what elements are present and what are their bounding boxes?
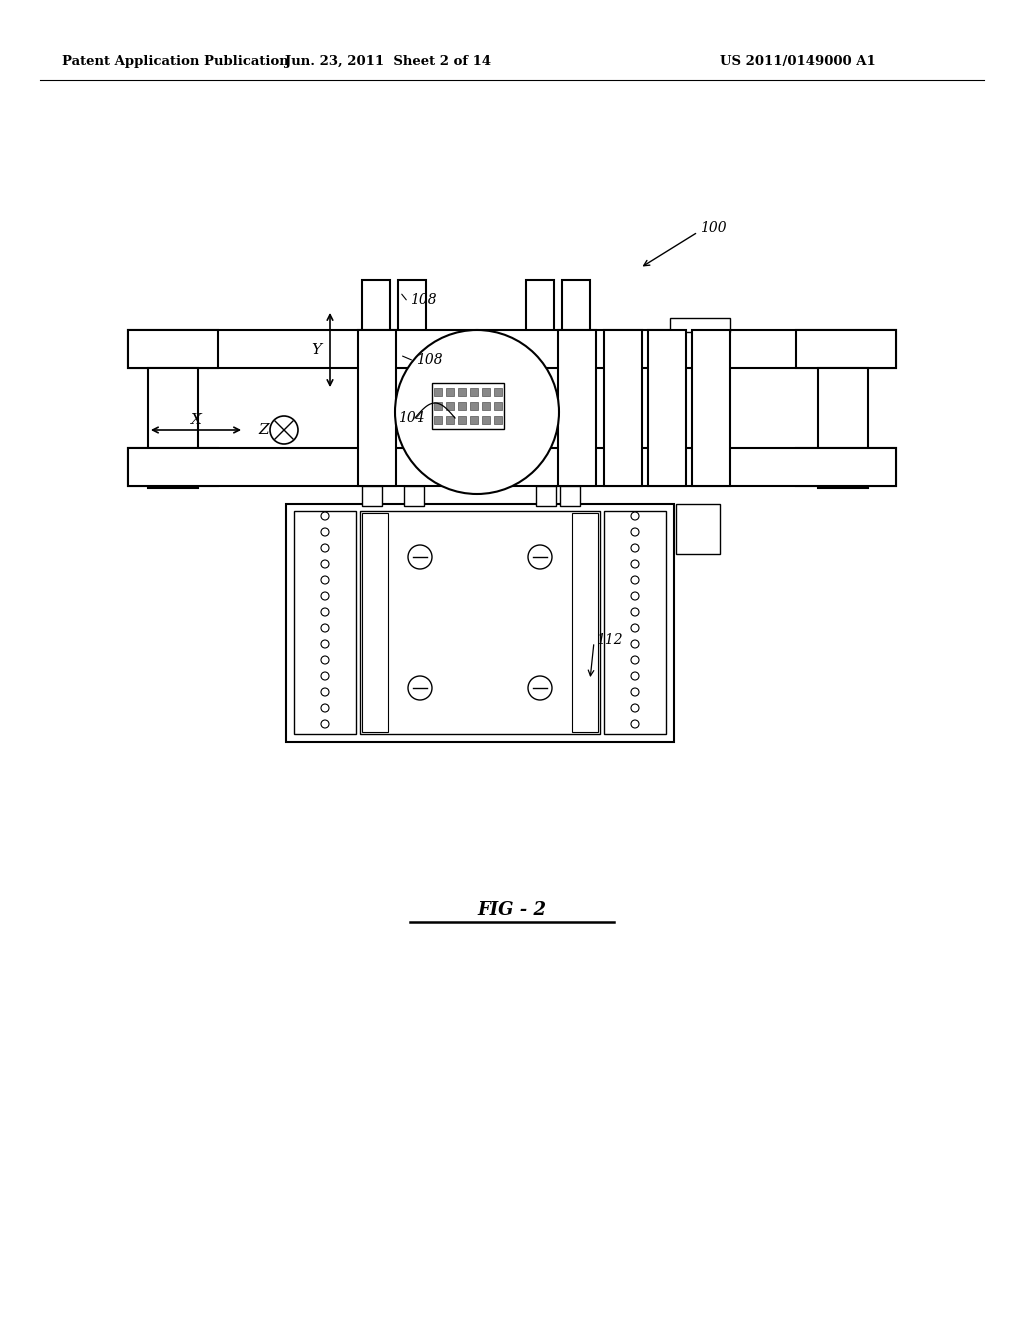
Bar <box>360 511 600 734</box>
Text: Y: Y <box>311 343 322 356</box>
Circle shape <box>631 688 639 696</box>
Bar <box>432 383 504 429</box>
Text: 104: 104 <box>398 411 425 425</box>
Bar <box>358 330 396 486</box>
Bar <box>128 330 218 368</box>
Bar <box>404 486 424 506</box>
Bar <box>434 416 442 424</box>
Bar <box>560 486 580 506</box>
Text: 112: 112 <box>596 634 623 647</box>
Bar <box>482 388 490 396</box>
Circle shape <box>321 688 329 696</box>
Text: Z: Z <box>259 422 269 437</box>
Text: 108: 108 <box>416 352 442 367</box>
Bar <box>562 280 590 335</box>
Circle shape <box>321 609 329 616</box>
Bar <box>670 318 730 333</box>
Circle shape <box>321 576 329 583</box>
Circle shape <box>631 624 639 632</box>
Bar <box>482 403 490 411</box>
Bar <box>294 511 356 734</box>
Bar <box>536 486 556 506</box>
Circle shape <box>631 544 639 552</box>
Bar <box>362 280 390 335</box>
Bar <box>128 330 896 368</box>
Circle shape <box>321 672 329 680</box>
Circle shape <box>321 624 329 632</box>
Bar <box>446 403 454 411</box>
Circle shape <box>631 672 639 680</box>
Bar <box>558 330 596 486</box>
Bar <box>648 330 686 486</box>
Bar <box>128 447 896 486</box>
Text: US 2011/0149000 A1: US 2011/0149000 A1 <box>720 55 876 69</box>
Bar <box>470 388 478 396</box>
Bar <box>526 280 554 335</box>
Text: Jun. 23, 2011  Sheet 2 of 14: Jun. 23, 2011 Sheet 2 of 14 <box>285 55 492 69</box>
Circle shape <box>321 656 329 664</box>
Circle shape <box>631 719 639 729</box>
Bar <box>494 403 502 411</box>
Circle shape <box>321 560 329 568</box>
Bar <box>494 416 502 424</box>
Circle shape <box>321 544 329 552</box>
Circle shape <box>631 656 639 664</box>
Circle shape <box>528 545 552 569</box>
Bar <box>148 368 198 488</box>
Circle shape <box>321 512 329 520</box>
Bar <box>796 330 896 368</box>
Circle shape <box>321 704 329 711</box>
Circle shape <box>321 591 329 601</box>
Circle shape <box>631 576 639 583</box>
Circle shape <box>631 560 639 568</box>
Text: 108: 108 <box>410 293 436 308</box>
Bar <box>494 388 502 396</box>
Bar <box>458 403 466 411</box>
Circle shape <box>408 545 432 569</box>
Bar <box>604 330 642 486</box>
Text: 100: 100 <box>700 220 727 235</box>
Text: Patent Application Publication: Patent Application Publication <box>62 55 289 69</box>
Bar <box>286 504 674 742</box>
Circle shape <box>395 330 559 494</box>
Circle shape <box>321 528 329 536</box>
Bar <box>572 513 598 733</box>
Circle shape <box>631 591 639 601</box>
Circle shape <box>321 719 329 729</box>
Text: X: X <box>190 413 202 426</box>
Circle shape <box>408 676 432 700</box>
Circle shape <box>270 416 298 444</box>
Bar <box>676 504 720 554</box>
Bar <box>604 511 666 734</box>
Bar <box>362 486 382 506</box>
Circle shape <box>631 640 639 648</box>
Bar <box>458 416 466 424</box>
Bar <box>446 388 454 396</box>
Circle shape <box>631 609 639 616</box>
Circle shape <box>321 640 329 648</box>
Bar <box>470 403 478 411</box>
Bar <box>362 513 388 733</box>
Bar <box>398 280 426 335</box>
Bar <box>434 388 442 396</box>
Text: FIG - 2: FIG - 2 <box>477 902 547 919</box>
Bar <box>434 403 442 411</box>
Bar <box>128 447 218 486</box>
Bar <box>818 368 868 488</box>
Bar <box>482 416 490 424</box>
Bar <box>446 416 454 424</box>
Circle shape <box>631 704 639 711</box>
Bar <box>692 330 730 486</box>
Circle shape <box>631 528 639 536</box>
Bar <box>470 416 478 424</box>
Bar <box>458 388 466 396</box>
Circle shape <box>631 512 639 520</box>
Bar <box>796 447 896 486</box>
Circle shape <box>528 676 552 700</box>
